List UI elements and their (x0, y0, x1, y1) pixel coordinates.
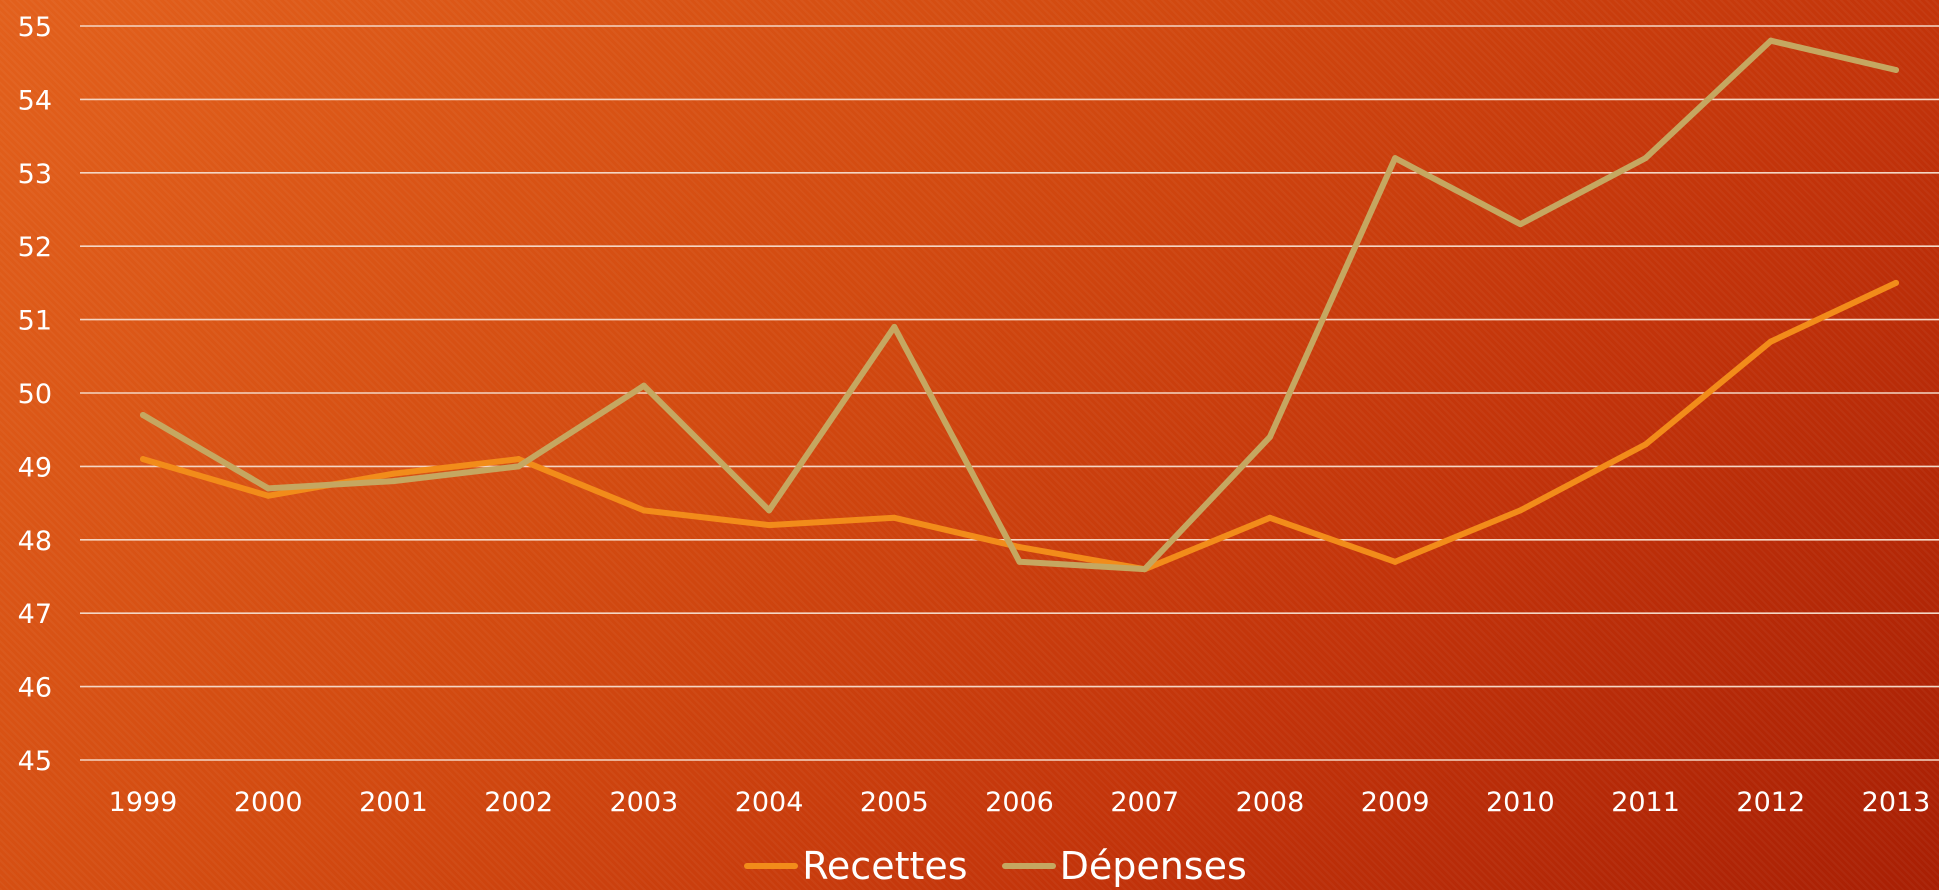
x-tick-label: 2006 (985, 787, 1054, 818)
y-tick-label: 51 (18, 306, 52, 337)
data-point (1517, 507, 1524, 514)
x-tick-label: 2000 (234, 787, 303, 818)
data-point (515, 463, 522, 470)
data-point (140, 456, 146, 463)
legend-label-recettes: Recettes (802, 844, 968, 888)
y-tick-label: 45 (18, 746, 52, 777)
y-tick-label: 52 (18, 232, 52, 263)
data-point (1767, 338, 1774, 345)
data-point (1767, 37, 1774, 44)
series-lines (140, 37, 1899, 573)
data-point (1392, 558, 1399, 565)
legend-item-depenses[interactable]: Dépenses (1001, 844, 1247, 888)
x-tick-label: 1999 (109, 787, 178, 818)
x-tick-label: 2003 (609, 787, 678, 818)
data-point (1893, 67, 1899, 74)
x-tick-label: 2005 (860, 787, 929, 818)
data-point (1642, 155, 1649, 162)
x-tick-label: 2012 (1736, 787, 1805, 818)
data-point (766, 522, 773, 529)
data-point (390, 478, 397, 485)
series-line-recettes (140, 279, 1899, 573)
x-tick-label: 2002 (484, 787, 553, 818)
data-point (1642, 441, 1649, 448)
data-point (1016, 544, 1023, 551)
data-point (265, 485, 272, 492)
y-tick-label: 48 (18, 526, 52, 557)
legend-label-depenses: Dépenses (1059, 844, 1247, 888)
y-axis-tick-labels: 45 46 47 48 49 50 51 52 53 54 55 (18, 12, 52, 777)
y-tick-label: 46 (18, 673, 52, 704)
data-point (891, 323, 898, 330)
data-point (1266, 434, 1273, 441)
series-line-depenses (140, 37, 1899, 573)
legend: Recettes Dépenses (0, 842, 1939, 890)
x-axis-tick-labels: 1999 2000 2001 2002 2003 2004 2005 2006 2007 2008… (109, 787, 1931, 818)
gridlines (80, 25, 1939, 761)
x-tick-label: 2013 (1862, 787, 1931, 818)
y-tick-label: 55 (18, 12, 52, 43)
x-tick-label: 2010 (1486, 787, 1555, 818)
x-tick-label: 2011 (1611, 787, 1680, 818)
y-tick-label: 54 (18, 85, 52, 116)
x-tick-label: 2009 (1361, 787, 1430, 818)
data-point (766, 507, 773, 514)
data-point (640, 507, 647, 514)
data-point (1517, 221, 1524, 228)
legend-swatch-depenses (1001, 863, 1056, 869)
data-point (640, 382, 647, 389)
data-point (390, 470, 397, 477)
x-tick-label: 2007 (1110, 787, 1179, 818)
x-tick-label: 2004 (735, 787, 804, 818)
legend-item-recettes[interactable]: Recettes (744, 844, 968, 888)
y-tick-label: 53 (18, 159, 52, 190)
data-point (1016, 558, 1023, 565)
line-chart: 45 46 47 48 49 50 51 52 53 54 55 1999 2000 2001 2002 2… (18, 12, 1939, 818)
y-tick-label: 50 (18, 379, 52, 410)
data-point (1266, 514, 1273, 521)
x-tick-label: 2008 (1236, 787, 1305, 818)
legend-swatch-recettes (744, 863, 799, 869)
data-point (1893, 279, 1899, 286)
data-point (140, 412, 146, 419)
data-point (1392, 155, 1399, 162)
data-point (1141, 566, 1148, 573)
x-tick-label: 2001 (359, 787, 428, 818)
data-point (515, 456, 522, 463)
y-tick-label: 49 (18, 452, 52, 483)
data-point (265, 492, 272, 499)
y-tick-label: 47 (18, 599, 52, 630)
data-point (891, 514, 898, 521)
